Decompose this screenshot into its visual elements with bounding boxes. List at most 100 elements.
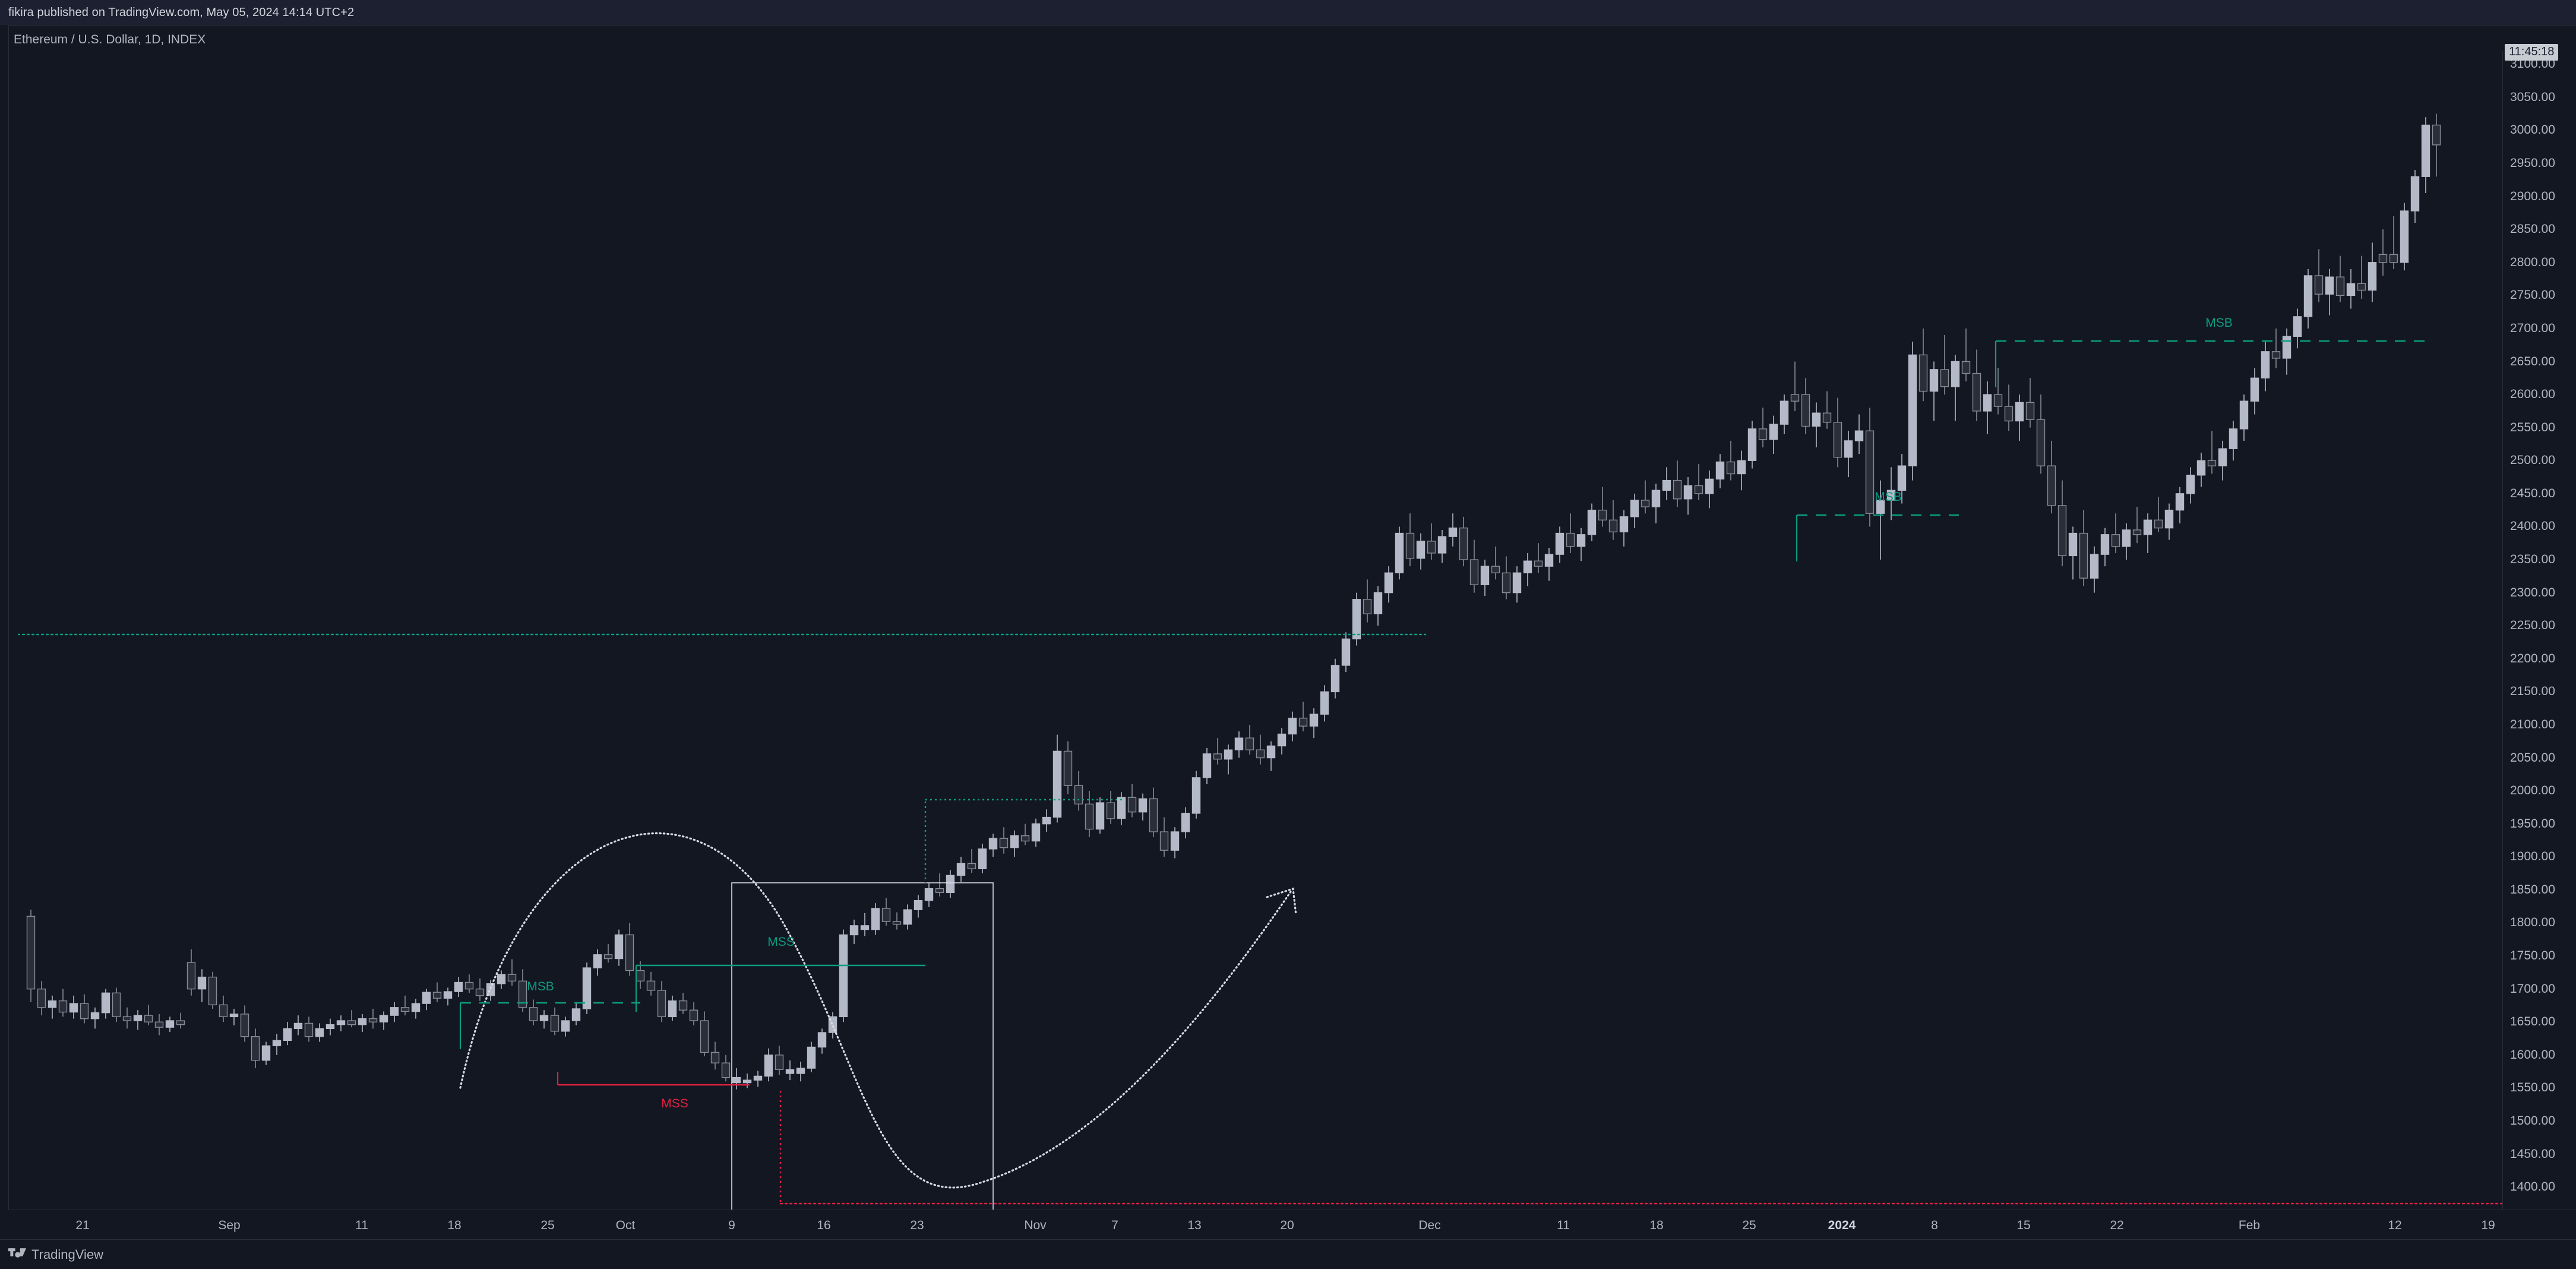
price-tick: 2250.00 <box>2510 618 2555 633</box>
candle <box>668 995 677 1021</box>
candle-body <box>2410 176 2420 212</box>
candle <box>2303 269 2313 329</box>
candle-body <box>1427 541 1436 554</box>
candle <box>1202 747 1212 785</box>
candle-body <box>1918 354 1928 392</box>
candle-body <box>2271 351 2281 359</box>
candle-body <box>1833 422 1842 458</box>
candle-body <box>892 921 902 925</box>
candle-body <box>2303 275 2313 317</box>
candle-body <box>1598 509 1607 521</box>
price-tick: 3050.00 <box>2510 90 2555 104</box>
candle-body <box>368 1018 378 1022</box>
candle <box>1512 566 1522 603</box>
candle <box>1641 480 1650 514</box>
candle <box>1726 440 1736 481</box>
candle-body <box>742 1079 752 1084</box>
candle-body <box>839 934 848 1018</box>
candlestick-svg <box>18 113 2502 1233</box>
candle-body <box>1780 400 1789 425</box>
candle-body <box>507 974 517 982</box>
candle-body <box>1288 718 1297 735</box>
candle-body <box>2057 505 2067 557</box>
candle-body <box>1138 798 1148 813</box>
candle <box>176 1012 185 1029</box>
candle-body <box>614 934 624 959</box>
candle-body <box>2132 529 2142 535</box>
candle <box>37 981 46 1016</box>
candle-body <box>1972 373 1981 412</box>
candle-body <box>636 970 645 982</box>
candle <box>1020 823 1030 845</box>
candle <box>464 974 474 993</box>
candle <box>1085 791 1094 837</box>
candle-body <box>1512 572 1522 594</box>
candle <box>1224 744 1233 775</box>
time-axis[interactable]: 21 Sep 11 18 25 Oct 9 16 23 Nov 7 13 20 Dec 11 18 25 2024… <box>8 1210 2576 1239</box>
time-tick: 18 <box>1649 1219 1664 1232</box>
candle <box>325 1018 335 1036</box>
candle <box>1833 397 1842 468</box>
candle <box>1566 513 1575 553</box>
candle-body <box>1405 532 1415 559</box>
drawing-curved-arrow[interactable] <box>459 832 1293 1189</box>
candle <box>1694 463 1703 500</box>
candle-body <box>2357 283 2366 291</box>
time-tick: Sep <box>218 1219 241 1232</box>
candle-body <box>347 1020 356 1025</box>
candle-body <box>657 990 666 1018</box>
candle <box>48 995 57 1019</box>
candle <box>293 1015 303 1036</box>
candle <box>1897 454 1907 504</box>
candle-body <box>689 1009 698 1021</box>
candle <box>732 1068 741 1090</box>
candle <box>582 962 592 1014</box>
candle-body <box>454 981 463 992</box>
candle <box>208 971 217 1009</box>
price-tick: 2700.00 <box>2510 321 2555 335</box>
candle <box>2090 546 2099 593</box>
candle <box>710 1041 720 1070</box>
candle <box>2164 503 2174 540</box>
candle <box>903 904 912 930</box>
candle <box>914 895 923 918</box>
candle <box>1095 797 1105 834</box>
candle-body <box>1224 749 1233 760</box>
candle-body <box>1726 461 1736 475</box>
candle <box>817 1028 827 1054</box>
candle-body <box>2346 283 2356 296</box>
candle <box>1181 807 1190 839</box>
candle-body <box>603 954 613 959</box>
drawing-white-rectangle-box[interactable] <box>731 882 994 1233</box>
candle-body <box>1063 750 1073 786</box>
chart-plot-pane[interactable] <box>18 51 2502 1233</box>
candle <box>1940 335 1949 395</box>
candle <box>272 1034 282 1055</box>
candle-body <box>956 863 966 876</box>
candle-body <box>229 1014 239 1018</box>
candle-body <box>2389 254 2398 263</box>
candle <box>1427 523 1436 560</box>
candle-body <box>571 1008 581 1021</box>
candle-body <box>946 875 955 894</box>
candle-body <box>219 1004 228 1018</box>
candle <box>1523 553 1532 586</box>
candle-body <box>1758 428 1768 440</box>
time-tick: 23 <box>910 1219 924 1232</box>
candle-body <box>1769 424 1778 440</box>
drawing-teal-dotted-box[interactable] <box>924 798 1124 883</box>
candle-body <box>700 1020 709 1053</box>
price-axis[interactable]: 3100.00 3050.00 3000.00 2950.00 2900.00 2850.… <box>2502 44 2576 1233</box>
candle <box>935 873 944 897</box>
candle <box>625 923 634 976</box>
candle-body <box>2421 124 2430 177</box>
candle-body <box>400 1007 410 1012</box>
candle <box>1972 349 1981 421</box>
time-tick: Oct <box>615 1219 636 1232</box>
candle-body <box>1106 802 1115 819</box>
candle <box>475 978 485 1001</box>
candle <box>1341 632 1351 673</box>
candle-body <box>550 1015 560 1032</box>
candle-body <box>1020 835 1030 842</box>
candle <box>1298 702 1308 732</box>
